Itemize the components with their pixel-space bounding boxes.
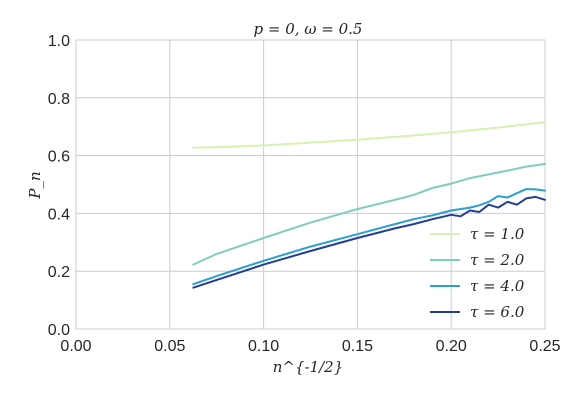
x-tick-label: 0.05: [154, 338, 185, 355]
x-tick-label: 0.15: [342, 338, 373, 355]
y-axis-ticks: 0.0 0.2 0.4 0.6 0.8 1.0: [48, 33, 70, 339]
x-tick-label: 0.10: [248, 338, 279, 355]
y-tick-label: 0.4: [48, 206, 70, 223]
series-line-tau-1: [192, 121, 546, 149]
series-line-tau-2: [192, 163, 546, 266]
series-line-tau-3: [192, 188, 546, 286]
chart-title: p = 0, ω = 0.5: [254, 20, 363, 38]
x-axis-label: n^{-1/2}: [273, 358, 344, 376]
x-tick-label: 0.20: [436, 338, 467, 355]
x-tick-label: 0.25: [529, 338, 560, 355]
y-tick-label: 0.6: [48, 149, 70, 166]
y-tick-label: 0.8: [48, 91, 70, 108]
y-tick-label: 0.2: [48, 264, 70, 281]
legend-label: τ = 4.0: [470, 277, 525, 295]
y-tick-label: 1.0: [48, 33, 70, 50]
legend: τ = 1.0 τ = 2.0 τ = 4.0 τ = 6.0: [430, 225, 525, 321]
legend-label: τ = 6.0: [470, 303, 525, 321]
y-axis-label: P_n: [26, 171, 44, 199]
y-tick-label: 0.0: [48, 322, 70, 339]
x-axis-ticks: 0.00 0.05 0.10 0.15 0.20 0.25: [60, 338, 560, 355]
legend-label: τ = 2.0: [470, 251, 525, 269]
x-tick-label: 0.00: [60, 338, 91, 355]
plot-frame: [75, 39, 546, 330]
legend-label: τ = 1.0: [470, 225, 525, 243]
series-line-tau-4: [192, 195, 546, 289]
series-group: [192, 121, 546, 289]
